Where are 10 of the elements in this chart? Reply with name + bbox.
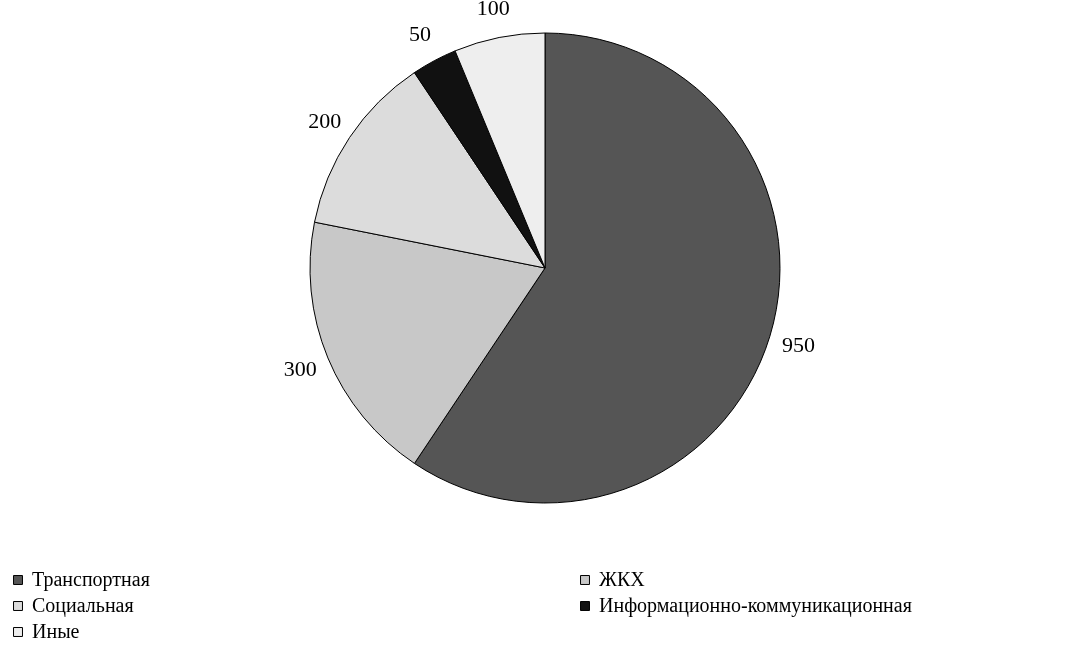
data-label: 200 [308,107,342,133]
legend-label: Иные [32,620,80,642]
data-label: 50 [409,21,432,47]
data-label: 300 [283,356,317,382]
data-label: 950 [782,331,816,357]
legend-label: ЖКХ [599,568,646,590]
data-label: 100 [476,0,510,21]
legend-label: Транспортная [32,568,150,591]
legend-label: Информационно-коммуникационная [599,594,912,617]
legend-label: Социальная [32,594,134,617]
